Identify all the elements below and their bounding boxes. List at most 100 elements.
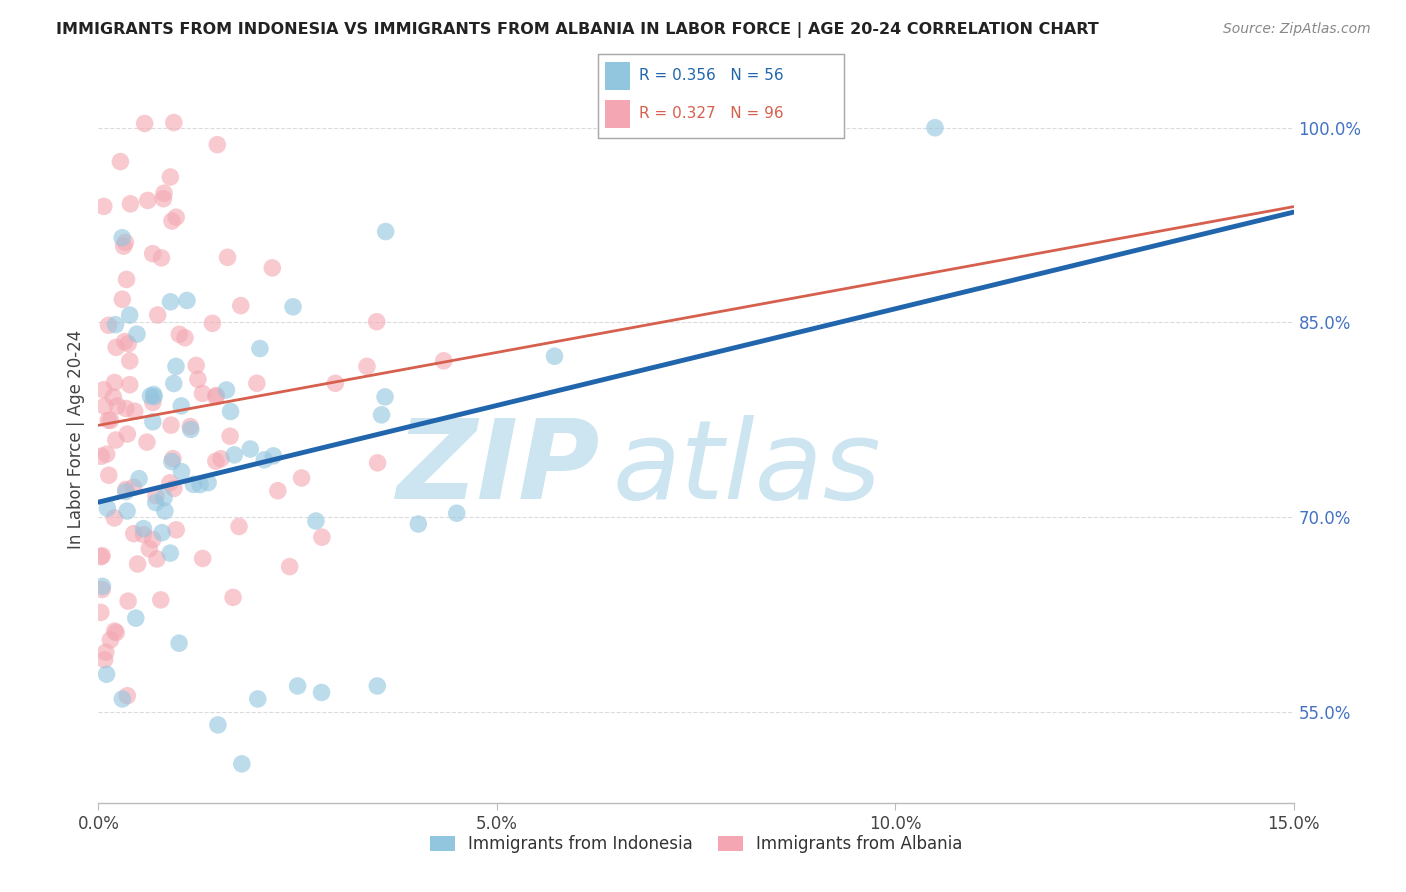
Point	[374, 225, 396, 239]
Y-axis label: In Labor Force | Age 20-24: In Labor Force | Age 20-24	[66, 330, 84, 549]
Point	[97, 318, 120, 333]
Point	[253, 452, 276, 467]
Point	[325, 376, 347, 391]
Point	[138, 541, 160, 556]
Point	[103, 390, 125, 404]
Point	[205, 390, 228, 404]
Point	[207, 718, 229, 732]
Point	[229, 299, 252, 313]
Point	[112, 239, 135, 253]
Point	[543, 349, 565, 363]
Point	[136, 194, 159, 208]
Point	[93, 383, 115, 397]
Point	[367, 456, 389, 470]
Point	[433, 353, 456, 368]
Point	[117, 689, 139, 703]
Point	[215, 383, 238, 397]
Point	[209, 451, 232, 466]
Point	[93, 399, 115, 413]
Point	[132, 522, 155, 536]
Point	[104, 433, 127, 447]
Point	[176, 293, 198, 308]
Point	[159, 294, 181, 309]
Point	[239, 442, 262, 456]
Point	[188, 477, 211, 491]
Point	[224, 448, 246, 462]
Point	[305, 514, 328, 528]
Text: atlas: atlas	[613, 415, 882, 522]
Point	[370, 408, 392, 422]
Point	[124, 404, 146, 418]
Text: Source: ZipAtlas.com: Source: ZipAtlas.com	[1223, 22, 1371, 37]
Point	[127, 557, 149, 571]
Point	[281, 300, 304, 314]
Point	[219, 404, 242, 418]
Point	[267, 483, 290, 498]
Point	[128, 472, 150, 486]
Point	[118, 308, 141, 322]
Point	[162, 451, 184, 466]
Point	[115, 272, 138, 286]
Point	[153, 504, 176, 518]
Point	[105, 340, 128, 354]
Point	[201, 316, 224, 330]
Point	[117, 594, 139, 608]
Point	[134, 116, 156, 130]
Point	[374, 390, 396, 404]
Point	[114, 484, 136, 499]
Point	[231, 756, 253, 771]
Point	[163, 482, 186, 496]
Point	[146, 552, 169, 566]
Point	[159, 169, 181, 184]
Point	[105, 625, 128, 640]
Point	[132, 527, 155, 541]
Point	[366, 315, 388, 329]
Point	[94, 645, 117, 659]
Point	[311, 530, 333, 544]
Point	[219, 429, 242, 443]
Point	[170, 465, 193, 479]
Point	[191, 551, 214, 566]
Point	[107, 399, 129, 413]
Bar	[605, 100, 630, 128]
Point	[111, 692, 134, 706]
Point	[91, 582, 114, 597]
Point	[183, 477, 205, 491]
Point	[249, 342, 271, 356]
Point	[165, 359, 187, 374]
Point	[118, 377, 141, 392]
Point	[96, 667, 118, 681]
Point	[96, 447, 118, 461]
Legend: Immigrants from Indonesia, Immigrants from Albania: Immigrants from Indonesia, Immigrants fr…	[423, 829, 969, 860]
Point	[165, 523, 187, 537]
Point	[104, 318, 127, 332]
Point	[111, 231, 134, 245]
Point	[366, 679, 388, 693]
Point	[246, 376, 269, 391]
Point	[262, 449, 284, 463]
Point	[96, 501, 118, 516]
Point	[149, 593, 172, 607]
Point	[311, 685, 333, 699]
Point	[115, 504, 138, 518]
Point	[145, 495, 167, 509]
Point	[142, 415, 165, 429]
Point	[136, 435, 159, 450]
Point	[246, 692, 269, 706]
Point	[160, 214, 183, 228]
Point	[290, 471, 312, 485]
Point	[100, 632, 122, 647]
Point	[180, 422, 202, 436]
Point	[191, 386, 214, 401]
Point	[146, 308, 169, 322]
Point	[205, 388, 228, 402]
Point	[160, 454, 183, 468]
Point	[125, 327, 148, 342]
Point	[145, 489, 167, 503]
Point	[228, 519, 250, 533]
Point	[103, 376, 125, 390]
Point	[110, 154, 132, 169]
Point	[143, 390, 166, 404]
Text: IMMIGRANTS FROM INDONESIA VS IMMIGRANTS FROM ALBANIA IN LABOR FORCE | AGE 20-24 : IMMIGRANTS FROM INDONESIA VS IMMIGRANTS …	[56, 22, 1099, 38]
Point	[122, 480, 145, 494]
